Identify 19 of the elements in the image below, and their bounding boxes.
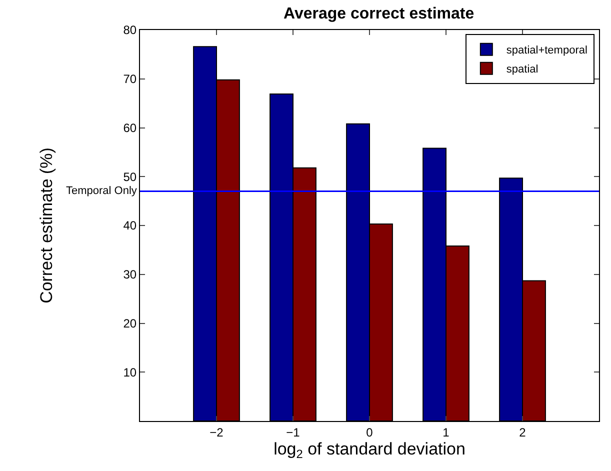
y-tick-label: 40 [123,218,137,233]
x-tick-label: 2 [519,425,526,440]
ref-line-label: Temporal Only [66,185,138,197]
y-tick-label: 60 [123,120,137,135]
y-tick-label: 20 [123,316,137,330]
x-tick-label: −1 [286,425,300,440]
x-axis-title: log$_{2}$ of standard deviation [274,439,466,461]
x-tick-label: 0 [366,425,374,440]
chart-title: Average correct estimate [284,5,474,22]
x-tick-label: 1 [442,425,450,440]
y-tick-label: 10 [123,365,137,380]
y-tick-label: 70 [123,72,137,86]
y-tick-label: 80 [123,23,137,38]
y-axis-title: Correct estimate (%) [36,148,56,304]
y-tick-label: 50 [123,170,137,184]
y-tick-label: 30 [123,268,137,282]
x-tick-label: −2 [210,425,224,440]
legend-label: spatial+temporal [506,44,588,57]
legend-label: spatial [506,64,538,76]
